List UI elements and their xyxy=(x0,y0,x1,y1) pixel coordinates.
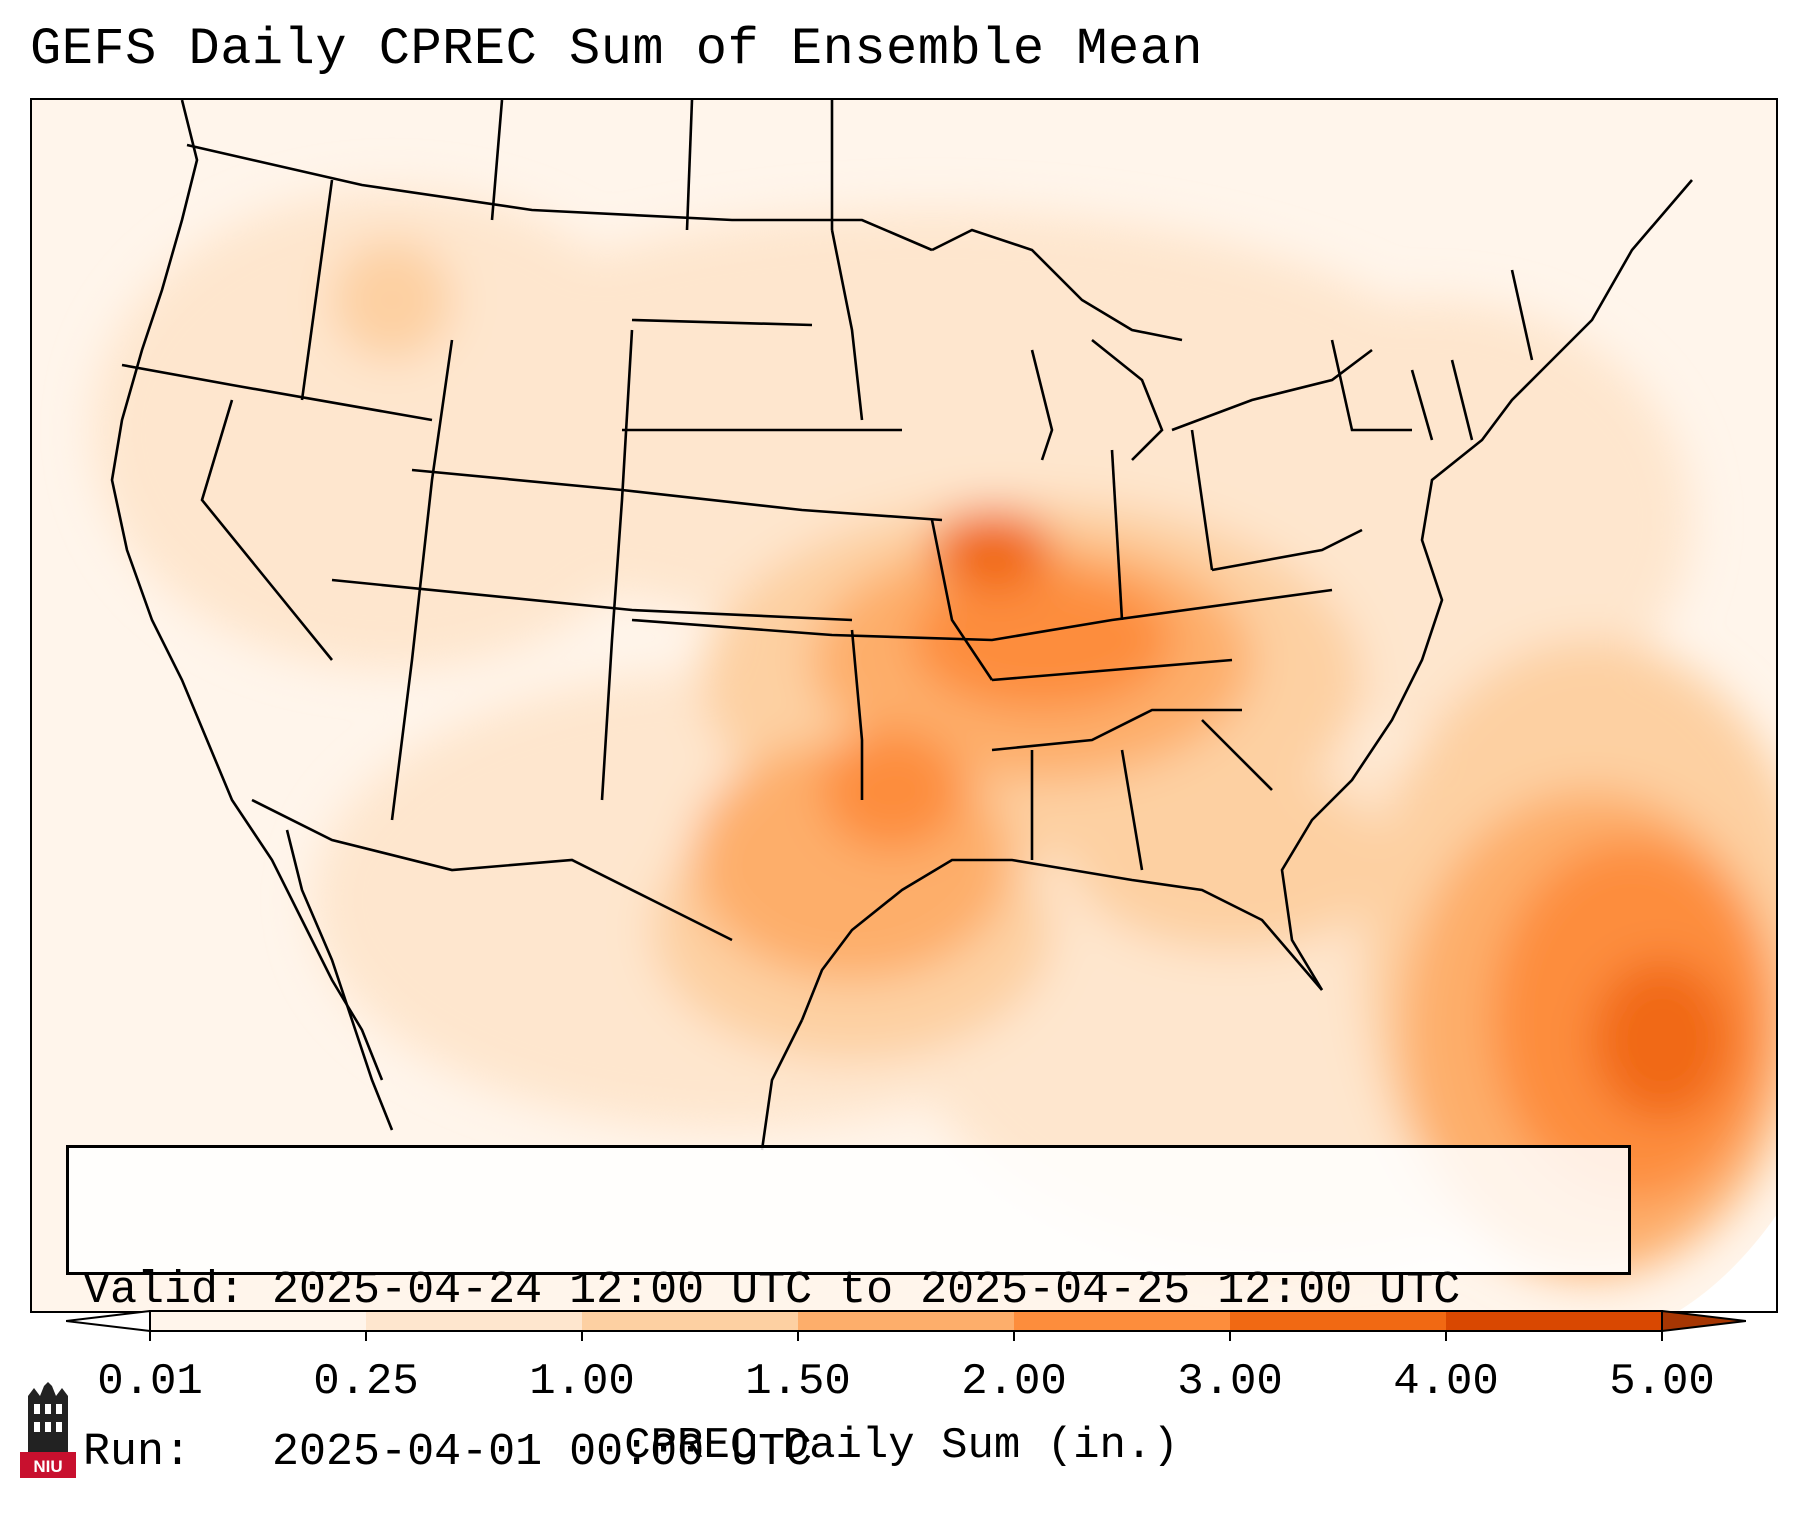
run-row: Run: 2025-04-01 00:00 UTC xyxy=(83,1426,1628,1480)
colorbar-tick-label: 1.00 xyxy=(529,1357,635,1407)
colorbar-label: CPREC Daily Sum (in.) xyxy=(624,1421,1179,1471)
valid-value: 2025-04-24 12:00 UTC to 2025-04-25 12:00… xyxy=(272,1265,1461,1316)
colorbar-segment xyxy=(150,1311,367,1331)
precip-field xyxy=(92,190,1776,1280)
validity-info-box: Valid: 2025-04-24 12:00 UTC to 2025-04-2… xyxy=(66,1145,1631,1478)
coastlines-borders xyxy=(110,100,1693,1151)
colorbar-segment xyxy=(1446,1311,1663,1331)
valid-label: Valid: xyxy=(83,1265,246,1316)
niu-logo: NIU xyxy=(20,1382,76,1478)
colorbar-tick-label: 2.00 xyxy=(961,1357,1067,1407)
map-title: GEFS Daily CPREC Sum of Ensemble Mean xyxy=(30,20,1204,79)
colorbar-tick-label: 4.00 xyxy=(1393,1357,1499,1407)
colorbar-tick-label: 1.50 xyxy=(745,1357,851,1407)
colorbar-tick-label: 0.01 xyxy=(97,1357,203,1407)
colorbar-tick-label: 3.00 xyxy=(1177,1357,1283,1407)
colorbar-segment xyxy=(582,1311,799,1331)
colorbar-outline xyxy=(149,1310,1663,1332)
colorbar-segment xyxy=(1014,1311,1231,1331)
valid-row: Valid: 2025-04-24 12:00 UTC to 2025-04-2… xyxy=(83,1264,1628,1318)
colorbar-segment xyxy=(1230,1311,1447,1331)
colorbar-ticks xyxy=(149,1331,1663,1341)
precipitation-map xyxy=(30,98,1778,1313)
colorbar-segment xyxy=(798,1311,1015,1331)
colorbar-over-arrow xyxy=(1661,1310,1746,1333)
map-canvas xyxy=(32,100,1776,1311)
logo-text: NIU xyxy=(33,1457,62,1476)
run-label: Run: xyxy=(83,1427,192,1478)
colorbar-segments xyxy=(150,1311,1663,1331)
colorbar xyxy=(66,1310,1746,1341)
colorbar-tick-label: 5.00 xyxy=(1609,1357,1715,1407)
colorbar-segment xyxy=(366,1311,583,1331)
colorbar-tick-label: 0.25 xyxy=(313,1357,419,1407)
colorbar-under-arrow xyxy=(66,1310,151,1333)
run-value: 2025-04-01 00:00 UTC xyxy=(272,1427,813,1478)
